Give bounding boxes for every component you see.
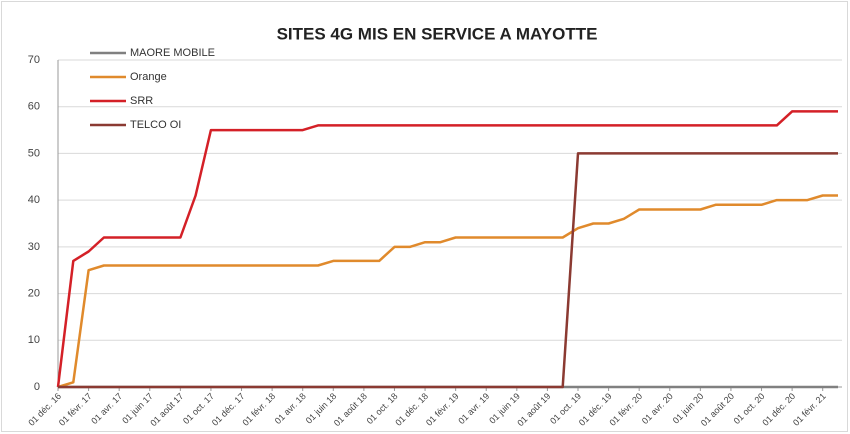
legend-label: Orange bbox=[130, 71, 167, 83]
y-tick-label: 70 bbox=[28, 54, 40, 66]
series-line bbox=[56, 110, 838, 388]
series-line bbox=[57, 194, 838, 389]
legend-label: SRR bbox=[130, 95, 153, 107]
y-tick-label: 50 bbox=[28, 147, 40, 159]
chart-title: SITES 4G MIS EN SERVICE A MAYOTTE bbox=[277, 24, 598, 43]
legend-label: TELCO OI bbox=[130, 119, 181, 131]
y-tick-label: 60 bbox=[28, 101, 40, 113]
y-tick-label: 30 bbox=[28, 241, 40, 253]
y-tick-label: 10 bbox=[28, 334, 40, 346]
legend-label: MAORE MOBILE bbox=[130, 47, 215, 59]
series-line bbox=[58, 152, 838, 389]
y-tick-label: 40 bbox=[28, 194, 40, 206]
y-tick-label: 0 bbox=[34, 381, 40, 393]
y-tick-label: 20 bbox=[28, 287, 40, 299]
